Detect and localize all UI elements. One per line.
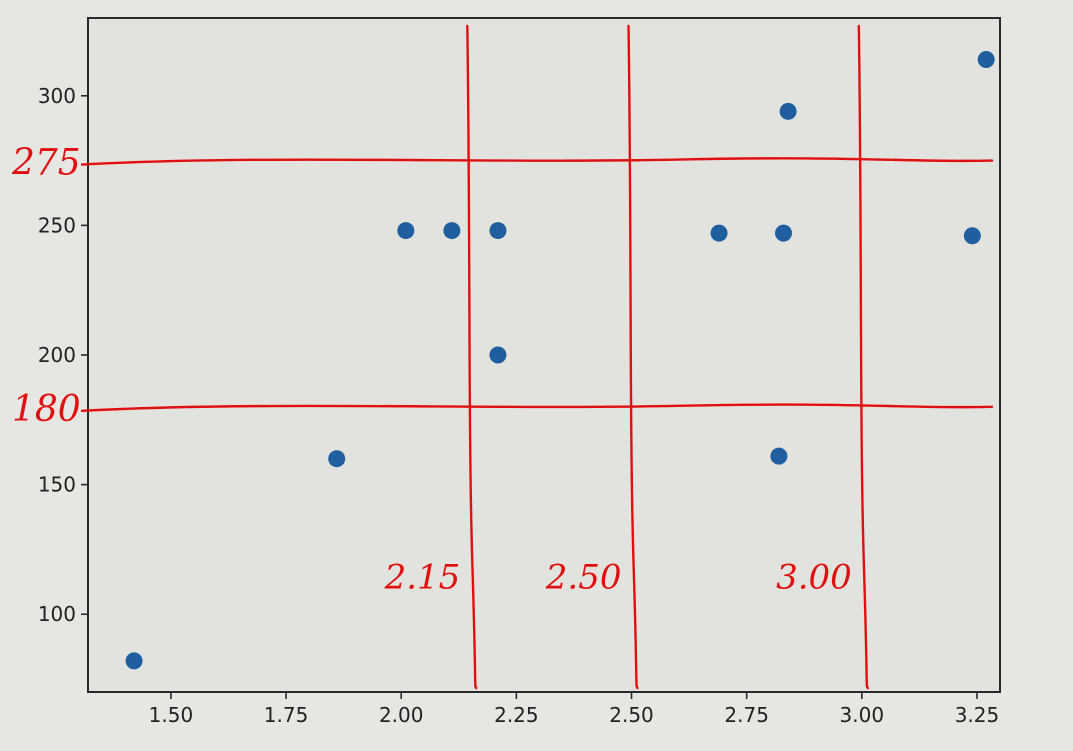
y-tick-label: 150 [38, 473, 76, 497]
y-tick-label: 200 [38, 343, 76, 367]
x-tick-label: 2.25 [494, 703, 539, 727]
y-tick-label: 250 [38, 213, 76, 237]
x-tick-label: 1.75 [264, 703, 309, 727]
data-point [964, 227, 981, 244]
x-tick-label: 2.75 [724, 703, 769, 727]
annotation-label-vertical: 2.15 [384, 557, 461, 597]
x-tick-label: 3.25 [955, 703, 1000, 727]
data-point [443, 222, 460, 239]
annotation-label-horizontal: 275 [11, 143, 81, 184]
data-point [780, 103, 797, 120]
data-point [126, 652, 143, 669]
annotation-label-horizontal: 180 [12, 389, 81, 430]
data-point [397, 222, 414, 239]
annotation-label-vertical: 2.50 [545, 557, 622, 597]
y-tick-label: 300 [38, 84, 76, 108]
data-point [711, 225, 728, 242]
data-point [770, 448, 787, 465]
annotation-label-vertical: 3.00 [776, 557, 852, 597]
x-tick-label: 2.00 [379, 703, 424, 727]
data-point [489, 222, 506, 239]
x-tick-label: 2.50 [609, 703, 654, 727]
x-tick-label: 1.50 [149, 703, 194, 727]
data-point [775, 225, 792, 242]
x-tick-label: 3.00 [840, 703, 885, 727]
data-point [489, 347, 506, 364]
data-point [328, 450, 345, 467]
data-point [978, 51, 995, 68]
y-tick-label: 100 [38, 602, 76, 626]
plot-area [88, 18, 1000, 692]
